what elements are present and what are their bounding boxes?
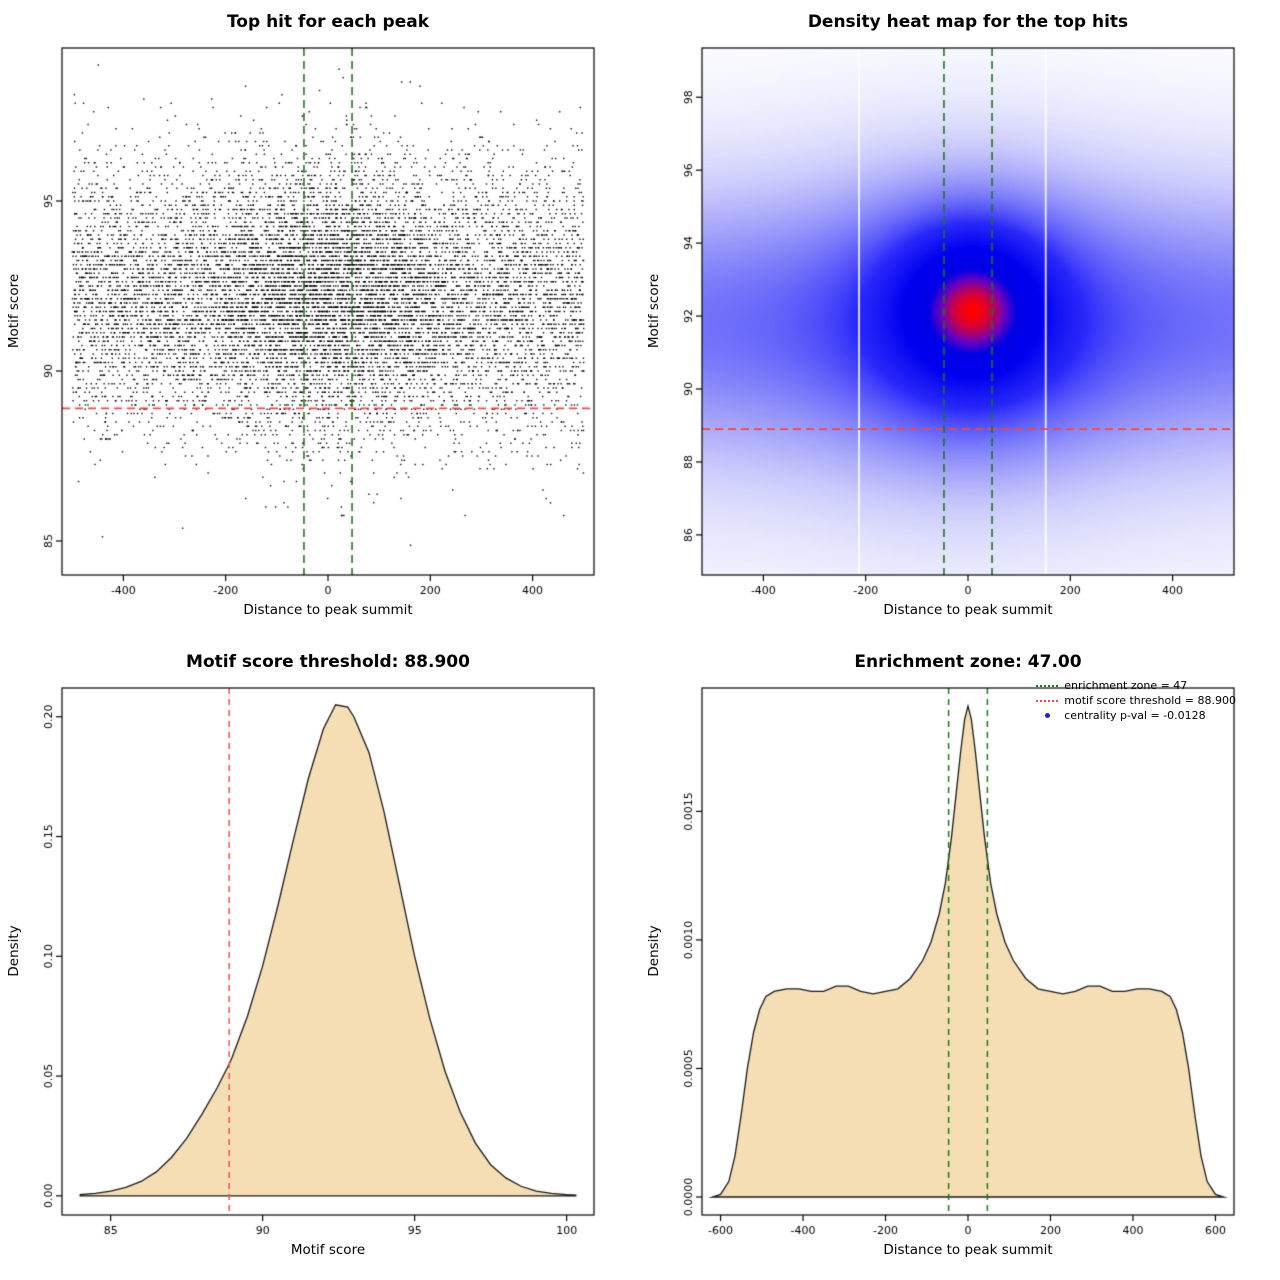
- score-density-canvas: [0, 640, 640, 1280]
- blue-point-marker: [1045, 713, 1051, 718]
- enrichment-title: Enrichment zone: 47.00: [854, 652, 1082, 672]
- legend: enrichment zone = 47 motif score thresho…: [1036, 678, 1236, 723]
- legend-label: centrality p-val = -0.0128: [1064, 709, 1206, 722]
- legend-label: motif score threshold = 88.900: [1064, 694, 1236, 707]
- panel-density-heatmap: Density heat map for the top hits Distan…: [640, 0, 1280, 640]
- heatmap-x-axis-label: Distance to peak summit: [883, 602, 1053, 618]
- panel-top-hit-scatter: Top hit for each peak Distance to peak s…: [0, 0, 640, 640]
- scatter-y-axis-label: Motif score: [6, 273, 22, 349]
- scatter-plot-canvas: [0, 0, 640, 640]
- legend-item-enrichment-zone: enrichment zone = 47: [1036, 678, 1236, 693]
- score-density-y-axis-label: Density: [6, 925, 22, 977]
- legend-item-motif-threshold: motif score threshold = 88.900: [1036, 693, 1236, 708]
- heatmap-title: Density heat map for the top hits: [807, 12, 1129, 32]
- scatter-title: Top hit for each peak: [226, 12, 430, 32]
- score-density-x-axis-label: Motif score: [290, 1242, 366, 1258]
- panel-enrichment-zone-density: Enrichment zone: 47.00 Distance to peak …: [640, 640, 1280, 1280]
- heatmap-canvas: [640, 0, 1280, 640]
- distance-density-canvas: [640, 640, 1280, 1280]
- panel-motif-score-density: Motif score threshold: 88.900 Motif scor…: [0, 640, 640, 1280]
- green-dotted-line-marker: [1036, 684, 1059, 687]
- heatmap-y-axis-label: Motif score: [646, 273, 662, 349]
- enrichment-y-axis-label: Density: [646, 925, 662, 977]
- red-dotted-line-marker: [1036, 699, 1059, 702]
- scatter-x-axis-label: Distance to peak summit: [243, 602, 413, 618]
- legend-item-centrality-pval: centrality p-val = -0.0128: [1036, 708, 1236, 723]
- legend-label: enrichment zone = 47: [1064, 679, 1188, 692]
- score-density-title: Motif score threshold: 88.900: [186, 652, 470, 672]
- enrichment-x-axis-label: Distance to peak summit: [883, 1242, 1053, 1258]
